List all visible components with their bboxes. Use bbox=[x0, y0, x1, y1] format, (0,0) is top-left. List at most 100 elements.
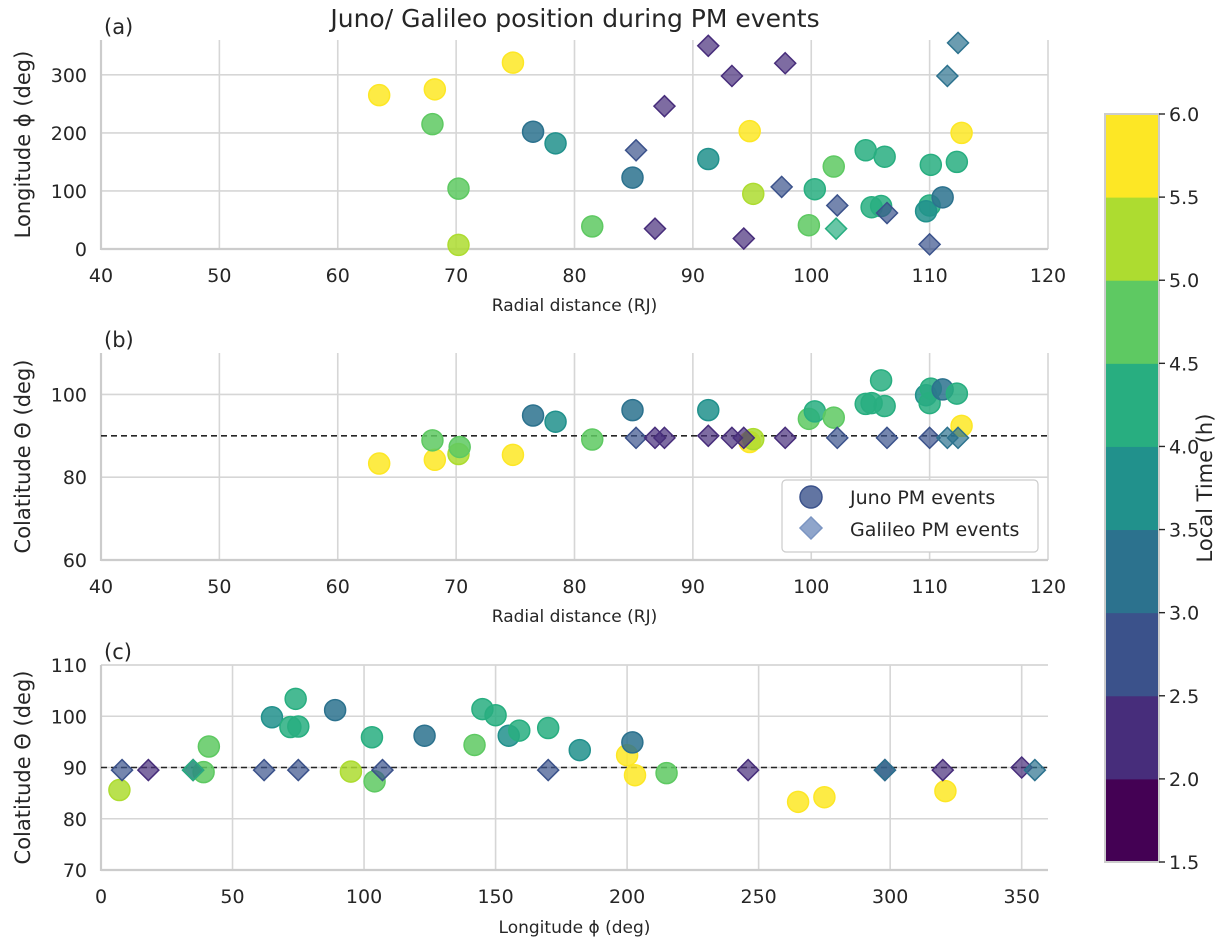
galileo-point bbox=[720, 64, 744, 88]
juno-point bbox=[448, 435, 471, 459]
galileo-point bbox=[946, 426, 970, 450]
markers bbox=[108, 687, 1047, 814]
juno-point bbox=[854, 139, 877, 162]
juno-point bbox=[655, 761, 678, 785]
juno-point bbox=[945, 150, 969, 174]
x-tick-label: 50 bbox=[220, 886, 244, 908]
juno-point bbox=[521, 404, 545, 427]
juno-point bbox=[822, 155, 845, 178]
x-tick-label: 80 bbox=[562, 576, 586, 598]
panel-2: 40 50 60 70 80 90 100 110 120 60 80 100 Radial dista… bbox=[11, 328, 1066, 627]
juno-point bbox=[508, 719, 531, 742]
juno-point bbox=[447, 177, 470, 200]
galileo-point bbox=[732, 426, 756, 450]
x-tick-label: 250 bbox=[741, 886, 777, 908]
juno-point bbox=[284, 687, 307, 711]
panel-label: (b) bbox=[104, 328, 134, 352]
x-axis-label: Radial distance (RJ) bbox=[492, 607, 657, 627]
juno-point bbox=[803, 400, 827, 423]
y-tick-label: 70 bbox=[63, 860, 87, 882]
x-tick-label: 100 bbox=[793, 265, 829, 287]
colorbar-tick-label: 6.0 bbox=[1169, 104, 1199, 126]
juno-point bbox=[423, 448, 447, 472]
juno-point bbox=[786, 790, 810, 814]
juno-point bbox=[544, 410, 567, 433]
juno-point bbox=[950, 121, 973, 145]
colorbar-tick-label: 4.5 bbox=[1169, 353, 1199, 375]
y-tick-label: 100 bbox=[51, 181, 87, 203]
y-tick-label: 90 bbox=[63, 758, 87, 780]
juno-point bbox=[413, 724, 436, 747]
x-tick-label: 50 bbox=[207, 265, 231, 287]
colorbar-tick-label: 1.5 bbox=[1169, 852, 1199, 874]
juno-point bbox=[623, 763, 647, 787]
galileo-point bbox=[643, 217, 667, 241]
galileo-point bbox=[773, 51, 797, 75]
x-tick-label: 50 bbox=[207, 576, 231, 598]
y-tick-label: 300 bbox=[51, 65, 87, 87]
juno-point bbox=[697, 398, 720, 422]
juno-point bbox=[934, 779, 957, 803]
juno-point bbox=[544, 132, 567, 155]
y-tick-label: 100 bbox=[51, 706, 87, 728]
juno-point bbox=[421, 112, 444, 136]
x-tick-label: 150 bbox=[477, 886, 513, 908]
juno-point bbox=[813, 785, 836, 809]
galileo-point bbox=[732, 226, 756, 251]
legend-galileo-marker bbox=[798, 515, 824, 541]
galileo-point bbox=[824, 217, 848, 241]
juno-point bbox=[423, 78, 447, 101]
x-tick-label: 80 bbox=[562, 265, 586, 287]
juno-point bbox=[421, 429, 444, 452]
y-tick-label: 60 bbox=[63, 550, 87, 572]
legend-juno-marker bbox=[799, 485, 823, 509]
panel-3: 0 50 100 150 200 250 300 350 70 80 90 100 110 Longitu… bbox=[11, 640, 1048, 938]
juno-point bbox=[738, 119, 761, 143]
x-tick-label: 70 bbox=[444, 576, 468, 598]
x-tick-label: 300 bbox=[872, 886, 908, 908]
galileo-point bbox=[875, 426, 899, 450]
y-tick-label: 80 bbox=[63, 809, 87, 831]
galileo-point bbox=[770, 175, 794, 199]
juno-point bbox=[931, 186, 954, 209]
galileo-point bbox=[652, 426, 677, 450]
juno-point bbox=[919, 153, 943, 177]
juno-point bbox=[447, 233, 470, 257]
colorbar-label: Local Time (h) bbox=[1193, 414, 1217, 563]
juno-point bbox=[367, 83, 391, 107]
x-tick-label: 120 bbox=[1030, 265, 1066, 287]
colorbar-tick-label: 5.5 bbox=[1169, 187, 1199, 209]
panel-label: (c) bbox=[104, 640, 132, 664]
juno-point bbox=[581, 215, 604, 238]
legend-juno-label: Juno PM events bbox=[849, 487, 995, 509]
galileo-point bbox=[286, 758, 310, 782]
juno-point bbox=[741, 182, 765, 206]
colorbar-tick-label: 2.5 bbox=[1169, 686, 1199, 708]
galileo-point bbox=[736, 758, 760, 782]
markers bbox=[367, 31, 973, 257]
juno-point bbox=[621, 166, 644, 189]
colorbar-tick-label: 4.0 bbox=[1169, 436, 1199, 458]
galileo-point bbox=[773, 426, 797, 450]
y-tick-label: 100 bbox=[51, 384, 87, 406]
juno-point bbox=[803, 177, 827, 201]
galileo-point bbox=[825, 426, 849, 450]
galileo-point bbox=[252, 758, 276, 782]
y-tick-label: 200 bbox=[51, 123, 87, 145]
juno-point bbox=[822, 406, 845, 429]
galileo-point bbox=[918, 232, 942, 256]
galileo-point bbox=[875, 201, 899, 225]
x-tick-label: 100 bbox=[346, 886, 382, 908]
colorbar-segment bbox=[1105, 446, 1159, 531]
colorbar-frame bbox=[1104, 113, 1160, 863]
colorbar-segment bbox=[1105, 197, 1159, 281]
galileo-point bbox=[652, 94, 677, 118]
x-tick-label: 100 bbox=[793, 576, 829, 598]
x-tick-label: 0 bbox=[95, 886, 107, 908]
galileo-point bbox=[946, 31, 970, 55]
x-tick-label: 60 bbox=[326, 576, 350, 598]
galileo-point bbox=[935, 64, 959, 88]
juno-point bbox=[521, 120, 545, 143]
juno-point bbox=[568, 738, 592, 762]
panels: 40 50 60 70 80 90 100 110 120 0 100 200 300 Radial di… bbox=[11, 15, 1066, 938]
